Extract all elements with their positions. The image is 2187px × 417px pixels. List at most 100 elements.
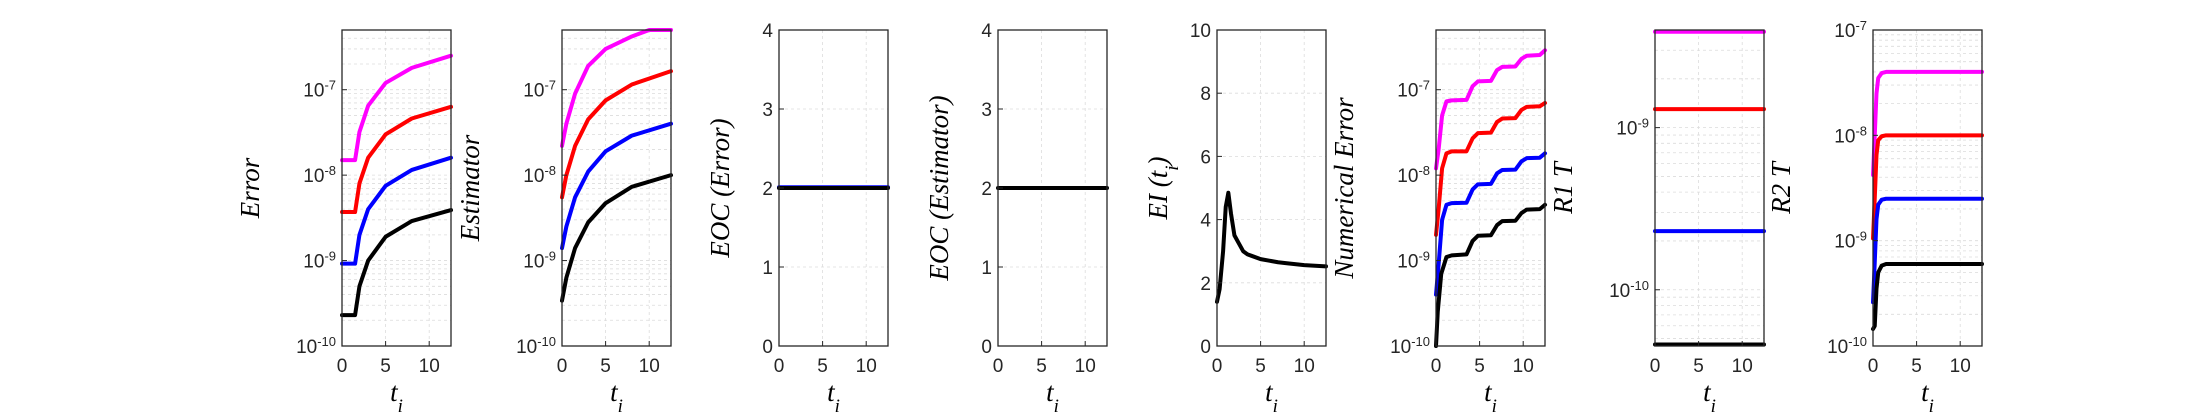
x-tick-label: 0	[774, 356, 785, 377]
x-axis-label: ti	[1046, 377, 1059, 417]
y-axis-label: R1 T	[1548, 160, 1578, 215]
y-tick-label: 2	[762, 179, 773, 200]
series-line-black	[560, 173, 673, 303]
y-axis-label: EOC (Estimator)	[924, 95, 954, 281]
y-axis-label: Estimator	[455, 134, 485, 242]
y-tick-label: 10-9	[1834, 228, 1867, 253]
y-tick-label: 6	[1200, 147, 1211, 168]
x-tick-label: 10	[1513, 356, 1534, 377]
series-line-blue	[1871, 196, 1984, 305]
series-line-black	[1871, 262, 1984, 331]
x-tick-label: 0	[1650, 356, 1661, 377]
series-line-blue	[560, 121, 673, 251]
x-tick-label: 0	[557, 356, 568, 377]
chart-panel-2: 0 5 10 10-10 10-9 10-8 10-7 ti Estimator	[455, 28, 673, 417]
y-axis-label: Error	[235, 157, 265, 219]
x-axis-label: ti	[1265, 377, 1278, 417]
plot-frame	[1654, 29, 1765, 347]
x-tick-label: 10	[639, 356, 660, 377]
y-tick-label: 10-8	[523, 163, 556, 188]
series-line-black	[340, 208, 453, 318]
x-tick-label: 5	[1911, 356, 1922, 377]
y-tick-label: 10-9	[1616, 115, 1649, 140]
y-tick-label: 4	[981, 21, 992, 42]
y-tick-label: 10-7	[523, 77, 556, 102]
chart-panel-3: 0 5 10 0 1 2 3 4 ti EOC (Error)	[705, 21, 890, 417]
series-line-red	[1871, 133, 1984, 241]
y-tick-label: 10-7	[303, 77, 336, 102]
y-tick-label: 2	[981, 179, 992, 200]
x-tick-label: 10	[1075, 356, 1096, 377]
plot-frame	[561, 29, 672, 347]
x-tick-label: 5	[380, 356, 391, 377]
y-tick-label: 0	[981, 337, 992, 358]
x-tick-label: 5	[817, 356, 828, 377]
y-tick-label: 10-7	[1834, 18, 1867, 43]
y-tick-label: 10-8	[1397, 163, 1430, 188]
x-tick-label: 10	[1294, 356, 1315, 377]
y-tick-label: 10-9	[303, 248, 336, 273]
y-tick-label: 1	[762, 258, 773, 279]
y-tick-label: 2	[1200, 274, 1211, 295]
y-tick-label: 10-8	[1834, 123, 1867, 148]
series-line-blue	[1434, 151, 1547, 297]
y-tick-label: 10-10	[1827, 334, 1867, 359]
y-axis-label: Numerical Error	[1329, 97, 1359, 280]
series-line-magenta	[1871, 69, 1984, 178]
series-line-red	[1434, 100, 1547, 237]
x-tick-label: 10	[419, 356, 440, 377]
grid	[1435, 30, 1545, 346]
x-axis-label: ti	[610, 377, 623, 417]
y-tick-label: 10-10	[296, 334, 336, 359]
y-tick-label: 1	[981, 258, 992, 279]
y-tick-label: 0	[762, 337, 773, 358]
y-tick-label: 4	[1200, 211, 1211, 232]
y-tick-label: 10-10	[1609, 277, 1649, 302]
y-tick-label: 3	[762, 100, 773, 121]
x-tick-label: 10	[856, 356, 877, 377]
plot-frame	[1435, 29, 1546, 347]
x-tick-label: 10	[1950, 356, 1971, 377]
x-axis-label: ti	[390, 377, 403, 417]
y-tick-label: 10-9	[1397, 248, 1430, 273]
y-axis-label: EOC (Error)	[705, 118, 735, 258]
x-axis-label: ti	[1921, 377, 1934, 417]
y-axis-label: EI (ti)	[1143, 156, 1183, 220]
y-tick-label: 0	[1200, 337, 1211, 358]
y-tick-label: 10	[1190, 21, 1211, 42]
x-axis-label: ti	[1484, 377, 1497, 417]
x-axis-label: ti	[827, 377, 840, 417]
chart-panel-6: 0 5 10 10-10 10-9 10-8 10-7 ti Numerical Error	[1329, 29, 1547, 417]
series-line-black	[1215, 190, 1328, 304]
chart-panel-8: 0 5 10 10-10 10-9 10-8 10-7 ti R2 T	[1766, 18, 1984, 417]
x-tick-label: 0	[993, 356, 1004, 377]
series-line-magenta	[1434, 48, 1547, 171]
series-line-magenta	[560, 28, 673, 148]
y-tick-label: 10-10	[1390, 334, 1430, 359]
x-tick-label: 5	[1255, 356, 1266, 377]
y-tick-label: 4	[762, 21, 773, 42]
x-tick-label: 10	[1732, 356, 1753, 377]
x-axis-label: ti	[1703, 377, 1716, 417]
y-tick-label: 8	[1200, 84, 1211, 105]
plot-frame	[341, 29, 452, 347]
series-line-black	[1434, 202, 1547, 348]
chart-panel-4: 0 5 10 0 1 2 3 4 ti EOC (Estimator)	[924, 21, 1109, 417]
y-tick-label: 10-10	[516, 334, 556, 359]
grid	[1872, 30, 1982, 346]
plot-frame	[1216, 29, 1327, 347]
x-tick-label: 0	[337, 356, 348, 377]
x-tick-label: 0	[1431, 356, 1442, 377]
x-tick-label: 0	[1212, 356, 1223, 377]
x-tick-label: 0	[1868, 356, 1879, 377]
y-tick-label: 3	[981, 100, 992, 121]
x-tick-label: 5	[1693, 356, 1704, 377]
chart-panel-5: 0 5 10 0 2 4 6 8 10 ti EI (ti)	[1143, 21, 1328, 417]
y-axis-label: R2 T	[1766, 160, 1796, 215]
series-line-red	[340, 104, 453, 215]
x-tick-label: 5	[1474, 356, 1485, 377]
grid	[1654, 30, 1764, 346]
chart-panel-7: 0 5 10 10-10 10-9 ti R1 T	[1548, 29, 1766, 417]
series-line-magenta	[340, 53, 453, 163]
